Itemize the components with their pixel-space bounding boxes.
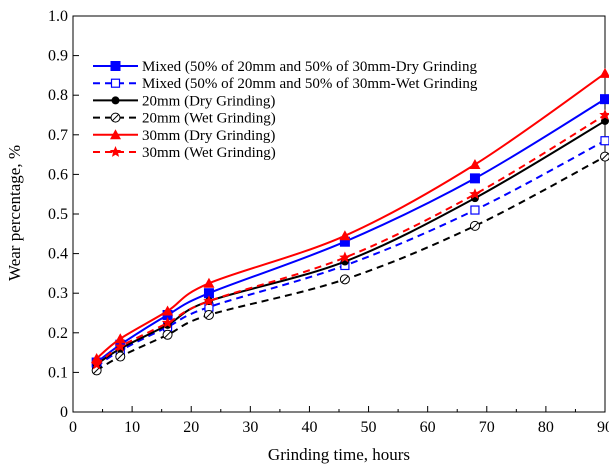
- data-point: [470, 205, 480, 215]
- y-tick-label: 0.3: [48, 285, 68, 302]
- marker-slash: [341, 275, 349, 283]
- legend-item: 20mm (Dry Grinding): [93, 93, 275, 109]
- data-point: [469, 173, 480, 184]
- x-tick-label: 80: [538, 419, 554, 436]
- data-point: [91, 365, 102, 376]
- x-tick-label: 20: [183, 419, 199, 436]
- data-point: [469, 159, 481, 169]
- data-point: [91, 353, 103, 364]
- legend-swatch-marker: [110, 78, 121, 88]
- legend-swatch-marker: [109, 146, 122, 157]
- data-point: [203, 277, 215, 288]
- data-point: [601, 116, 609, 125]
- data-point: [203, 295, 215, 306]
- series-line: [96, 120, 606, 366]
- data-point: [114, 340, 126, 352]
- data-point: [600, 151, 609, 162]
- data-point: [115, 351, 126, 362]
- series-line: [95, 72, 606, 360]
- series-line: [96, 98, 606, 364]
- x-tick-label: 70: [479, 419, 495, 436]
- series-line: [96, 139, 606, 368]
- data-point: [339, 274, 350, 285]
- marker-slash: [111, 114, 120, 122]
- y-tick-label: 0.4: [48, 246, 68, 263]
- legend-label: 20mm (Wet Grinding): [142, 111, 276, 127]
- data-point: [162, 305, 174, 316]
- x-axis-label: Grinding time, hours: [268, 445, 410, 464]
- series-5: [91, 67, 609, 364]
- marker-slash: [164, 331, 172, 339]
- legend-swatch-marker: [110, 112, 121, 123]
- series-4: [91, 151, 609, 376]
- data-point: [203, 309, 214, 320]
- y-tick-label: 0.1: [48, 364, 68, 381]
- legend-label: 30mm (Wet Grinding): [142, 145, 276, 161]
- y-tick-label: 0.6: [48, 166, 68, 183]
- data-point: [600, 94, 609, 105]
- legend-swatch-marker: [110, 129, 121, 140]
- y-tick-label: 0.8: [48, 87, 68, 104]
- legend-item: Mixed (50% of 20mm and 50% of 30mm-Wet G…: [93, 76, 478, 92]
- x-tick-label: 40: [301, 419, 317, 436]
- series-line: [96, 114, 606, 366]
- x-tick-label: 50: [361, 419, 377, 436]
- x-tick-label: 30: [242, 419, 258, 436]
- y-tick-label: 0.7: [48, 127, 68, 144]
- x-tick-label: 0: [69, 419, 77, 436]
- legend: Mixed (50% of 20mm and 50% of 30mm-Dry G…: [93, 59, 478, 161]
- x-tick-label: 90: [597, 419, 609, 436]
- series-layer: [90, 67, 609, 376]
- data-point: [599, 67, 609, 78]
- marker-slash: [205, 311, 213, 319]
- legend-label: 30mm (Dry Grinding): [142, 128, 275, 144]
- data-point: [162, 329, 173, 340]
- marker-slash: [471, 222, 479, 230]
- y-tick-label: 0: [60, 404, 68, 421]
- series-line: [96, 155, 606, 372]
- legend-item: Mixed (50% of 20mm and 50% of 30mm-Dry G…: [93, 59, 477, 75]
- data-point: [90, 358, 103, 370]
- legend-item: 20mm (Wet Grinding): [93, 111, 276, 127]
- marker-slash: [601, 153, 609, 161]
- data-point: [161, 316, 174, 328]
- legend-item: 30mm (Wet Grinding): [93, 145, 276, 161]
- data-point: [339, 230, 351, 241]
- legend-swatch-marker: [111, 96, 120, 105]
- data-point: [339, 251, 351, 263]
- y-tick-label: 1.0: [48, 8, 68, 25]
- data-point: [114, 333, 126, 344]
- marker-slash: [116, 353, 124, 361]
- legend-label: 20mm (Dry Grinding): [142, 93, 275, 109]
- y-axis-label: Wear percentage, %: [5, 145, 24, 281]
- y-tick-label: 0.2: [48, 325, 68, 342]
- legend-label: Mixed (50% of 20mm and 50% of 30mm-Dry G…: [142, 59, 477, 75]
- legend-swatch-marker: [110, 61, 121, 71]
- data-point: [600, 136, 609, 146]
- y-tick-label: 0.5: [48, 206, 68, 223]
- data-point: [469, 220, 480, 231]
- x-tick-label: 60: [420, 419, 436, 436]
- legend-item: 30mm (Dry Grinding): [93, 128, 275, 144]
- x-tick-label: 10: [124, 419, 140, 436]
- legend-label: Mixed (50% of 20mm and 50% of 30mm-Wet G…: [142, 76, 478, 92]
- series-6: [90, 109, 609, 370]
- data-point: [599, 109, 609, 120]
- axes: 0 10 20 30 40 50 60 70 80 90 0 0.1 0.2 0.3 0.4 0.5 0.6 0.…: [48, 8, 609, 436]
- data-point: [469, 188, 481, 200]
- y-tick-label: 0.9: [48, 48, 68, 65]
